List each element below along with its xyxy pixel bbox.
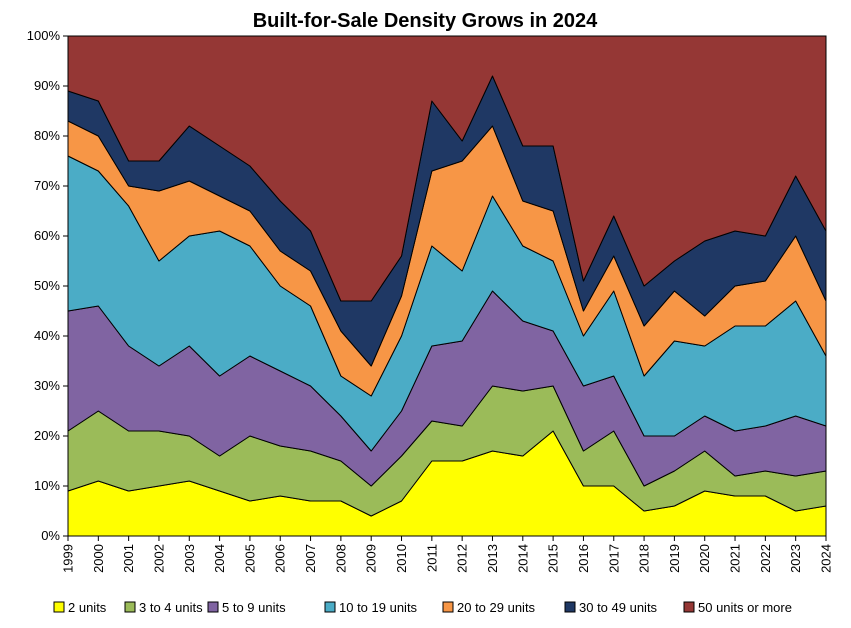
legend: 2 units 3 to 4 units 5 to 9 units 10 to 19 … bbox=[53, 600, 792, 615]
area-layers bbox=[67, 35, 827, 537]
legend-swatch bbox=[564, 601, 576, 613]
y-tick-label: 80% bbox=[34, 128, 60, 143]
x-tick-label: 2023 bbox=[788, 544, 803, 573]
legend-label: 3 to 4 units bbox=[139, 600, 203, 615]
y-tick-label: 30% bbox=[34, 378, 60, 393]
legend-label: 5 to 9 units bbox=[222, 600, 286, 615]
x-tick-label: 2006 bbox=[273, 544, 288, 573]
legend-label: 2 units bbox=[68, 600, 107, 615]
y-tick-label: 50% bbox=[34, 278, 60, 293]
legend-swatch bbox=[442, 601, 454, 613]
x-tick-label: 2013 bbox=[485, 544, 500, 573]
x-tick-label: 2008 bbox=[333, 544, 348, 573]
x-tick-label: 2003 bbox=[182, 544, 197, 573]
y-axis: 0% 10% 20% 30% 40% 50% 60% 70% 80% 90% 100% bbox=[27, 28, 68, 543]
x-tick-label: 2015 bbox=[546, 544, 561, 573]
y-tick-label: 20% bbox=[34, 428, 60, 443]
x-tick-label: 2012 bbox=[455, 544, 470, 573]
legend-label: 10 to 19 units bbox=[339, 600, 418, 615]
legend-swatch bbox=[683, 601, 695, 613]
x-axis: 1999 2000 2001 2002 2003 2004 2005 2006 2007 2008… bbox=[61, 536, 834, 573]
x-tick-label: 2001 bbox=[121, 544, 136, 573]
x-tick-label: 2007 bbox=[303, 544, 318, 573]
x-tick-label: 2019 bbox=[667, 544, 682, 573]
x-tick-label: 2004 bbox=[212, 544, 227, 573]
y-tick-label: 60% bbox=[34, 228, 60, 243]
legend-swatch bbox=[124, 601, 136, 613]
x-tick-label: 2009 bbox=[364, 544, 379, 573]
legend-label: 50 units or more bbox=[698, 600, 792, 615]
chart-title: Built-for-Sale Density Grows in 2024 bbox=[253, 10, 598, 32]
x-tick-label: 2000 bbox=[91, 544, 106, 573]
x-tick-label: 2016 bbox=[576, 544, 591, 573]
x-tick-label: 1999 bbox=[61, 544, 76, 573]
y-tick-label: 100% bbox=[27, 28, 61, 43]
legend-label: 30 to 49 units bbox=[579, 600, 658, 615]
x-tick-label: 2005 bbox=[242, 544, 257, 573]
legend-swatch bbox=[207, 601, 219, 613]
x-tick-label: 2024 bbox=[819, 544, 834, 573]
x-tick-label: 2018 bbox=[637, 544, 652, 573]
x-tick-label: 2021 bbox=[728, 544, 743, 573]
y-tick-label: 90% bbox=[34, 78, 60, 93]
legend-swatch bbox=[53, 601, 65, 613]
y-tick-label: 70% bbox=[34, 178, 60, 193]
x-tick-label: 2014 bbox=[515, 544, 530, 573]
legend-label: 20 to 29 units bbox=[457, 600, 536, 615]
x-tick-label: 2010 bbox=[394, 544, 409, 573]
legend-swatch bbox=[324, 601, 336, 613]
x-tick-label: 2020 bbox=[697, 544, 712, 573]
y-tick-label: 0% bbox=[41, 528, 60, 543]
y-tick-label: 40% bbox=[34, 328, 60, 343]
x-tick-label: 2022 bbox=[758, 544, 773, 573]
y-tick-label: 10% bbox=[34, 478, 60, 493]
x-tick-label: 2017 bbox=[606, 544, 621, 573]
x-tick-label: 2011 bbox=[424, 544, 439, 572]
x-tick-label: 2002 bbox=[151, 544, 166, 573]
